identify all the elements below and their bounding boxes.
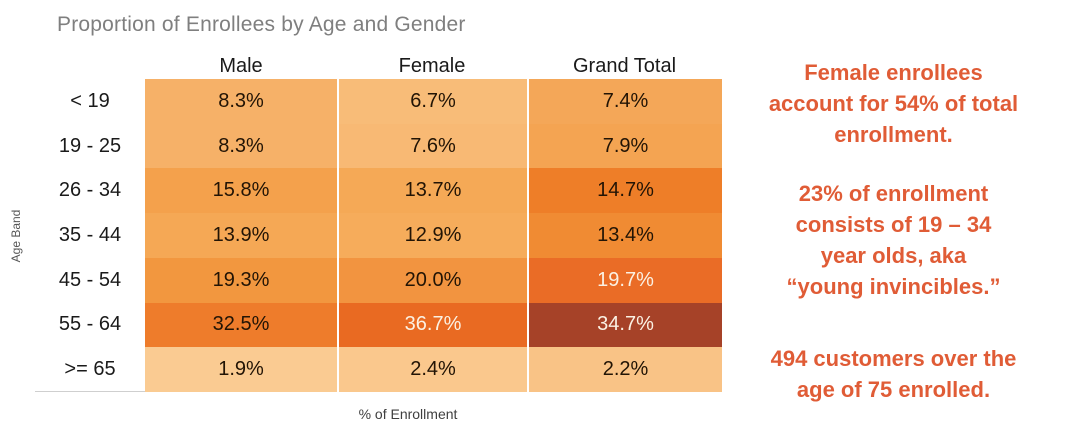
table-row: 45 - 54 19.3% 20.0% 19.7% <box>35 257 722 303</box>
heatmap-cell[interactable]: 8.3% <box>145 79 337 124</box>
annotation-line: year olds, aka <box>820 243 967 268</box>
column-header-grand-total: Grand Total <box>572 55 677 77</box>
heatmap-cell[interactable]: 32.5% <box>145 302 337 348</box>
annotation-line: 494 customers over the <box>770 346 1017 371</box>
header-row: Male Female Grand Total <box>35 55 722 80</box>
heatmap-cell[interactable]: 2.4% <box>337 347 527 392</box>
heatmap-cell[interactable]: 12.9% <box>337 213 527 258</box>
heatmap-cell[interactable]: 20.0% <box>337 257 527 303</box>
annotation-young-invincibles: 23% of enrollment consists of 19 – 34 ye… <box>722 178 1065 302</box>
row-label-45-54: 45 - 54 <box>35 257 145 303</box>
table-row: 35 - 44 13.9% 12.9% 13.4% <box>35 213 722 258</box>
heatmap-table: Male Female Grand Total < 19 8.3% 6.7% 7… <box>35 55 722 392</box>
heatmap-cell[interactable]: 2.2% <box>527 347 722 392</box>
annotation-line: age of 75 enrolled. <box>796 377 991 402</box>
heatmap-cell[interactable]: 6.7% <box>337 79 527 124</box>
table-row: >= 65 1.9% 2.4% 2.2% <box>35 347 722 392</box>
annotation-line: account for 54% of total <box>768 91 1019 116</box>
heatmap-cell[interactable]: 8.3% <box>145 123 337 169</box>
annotation-line: “young invincibles.” <box>786 274 1001 299</box>
table-row: < 19 8.3% 6.7% 7.4% <box>35 79 722 124</box>
annotation-line: Female enrollees <box>804 60 983 85</box>
x-axis-label: % of Enrollment <box>358 406 458 422</box>
heatmap-cell[interactable]: 13.9% <box>145 213 337 258</box>
chart-title: Proportion of Enrollees by Age and Gende… <box>57 13 466 36</box>
header-corner <box>35 55 145 80</box>
row-label-gte65: >= 65 <box>35 347 145 392</box>
y-axis-label: Age Band <box>9 209 23 263</box>
annotation-line: enrollment. <box>834 122 953 147</box>
row-label-19-25: 19 - 25 <box>35 123 145 169</box>
row-label-26-34: 26 - 34 <box>35 168 145 214</box>
annotation-over-75: 494 customers over the age of 75 enrolle… <box>722 343 1065 405</box>
heatmap-cell[interactable]: 7.6% <box>337 123 527 169</box>
table-row: 26 - 34 15.8% 13.7% 14.7% <box>35 168 722 214</box>
row-label-35-44: 35 - 44 <box>35 213 145 258</box>
heatmap-cell[interactable]: 19.3% <box>145 257 337 303</box>
heatmap-cell[interactable]: 13.4% <box>527 213 722 258</box>
row-label-55-64: 55 - 64 <box>35 302 145 348</box>
heatmap-cell[interactable]: 19.7% <box>527 257 722 303</box>
heatmap-cell[interactable]: 15.8% <box>145 168 337 214</box>
heatmap-cell[interactable]: 36.7% <box>337 302 527 348</box>
heatmap-cell[interactable]: 14.7% <box>527 168 722 214</box>
table-row: 19 - 25 8.3% 7.6% 7.9% <box>35 123 722 169</box>
column-header-male: Male <box>219 55 263 77</box>
annotation-female-share: Female enrollees account for 54% of tota… <box>722 57 1065 150</box>
row-label-lt19: < 19 <box>35 79 145 124</box>
heatmap-cell[interactable]: 7.9% <box>527 123 722 169</box>
annotation-line: consists of 19 – 34 <box>795 212 992 237</box>
heatmap-cell[interactable]: 7.4% <box>527 79 722 124</box>
heatmap-cell[interactable]: 13.7% <box>337 168 527 214</box>
heatmap-cell[interactable]: 34.7% <box>527 302 722 348</box>
heatmap-cell[interactable]: 1.9% <box>145 347 337 392</box>
column-header-female: Female <box>398 55 466 77</box>
table-row: 55 - 64 32.5% 36.7% 34.7% <box>35 302 722 348</box>
annotation-line: 23% of enrollment <box>798 181 989 206</box>
